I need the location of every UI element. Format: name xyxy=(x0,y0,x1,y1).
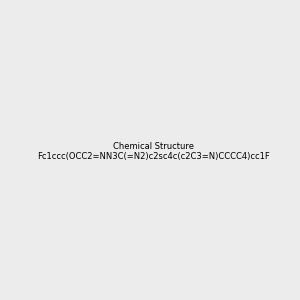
Text: Chemical Structure
Fc1ccc(OCC2=NN3C(=N2)c2sc4c(c2C3=N)CCCC4)cc1F: Chemical Structure Fc1ccc(OCC2=NN3C(=N2)… xyxy=(38,142,270,161)
